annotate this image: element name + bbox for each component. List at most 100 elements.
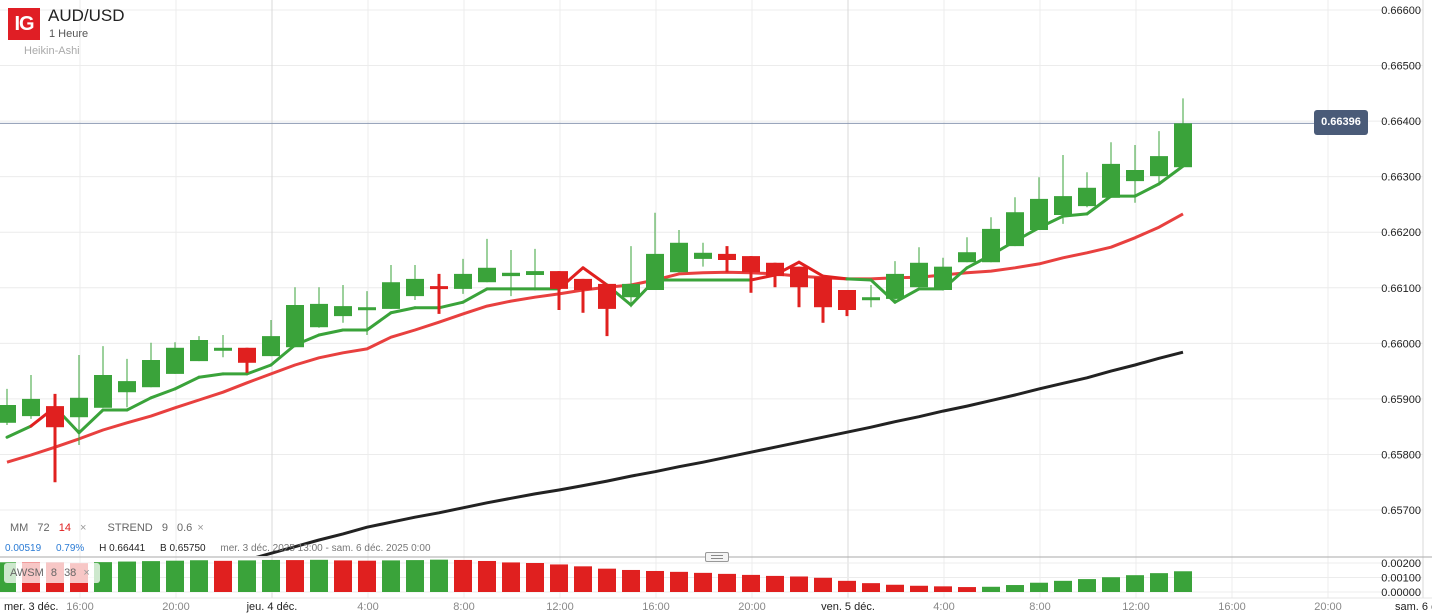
ao-fast[interactable]: 8	[50, 567, 57, 579]
candle	[814, 277, 832, 323]
x-tick-label: 4:00	[357, 601, 378, 613]
ma-long-period[interactable]: 72	[37, 522, 50, 534]
ig-logo: IG	[8, 8, 40, 40]
x-tick-label: 16:00	[66, 601, 94, 613]
strend-period[interactable]: 9	[161, 522, 168, 534]
price-summary: 0.00519 0.79% H 0.66441 B 0.65750 mer. 3…	[5, 543, 443, 554]
ao-slow[interactable]: 38	[64, 567, 77, 579]
candle	[958, 237, 976, 263]
ma-72-line	[255, 350, 1184, 556]
candle-body	[958, 252, 976, 263]
candle-body	[502, 272, 520, 277]
candle-body	[358, 307, 376, 311]
y-tick-label: 0.66100	[1381, 283, 1421, 295]
candle-body	[382, 282, 400, 309]
ao-bar	[382, 560, 400, 592]
candle-body	[1174, 123, 1192, 168]
candle-body	[838, 290, 856, 311]
ao-bar	[934, 586, 952, 592]
supertrend-segment	[1157, 164, 1185, 186]
candle-body	[190, 340, 208, 362]
x-tick-label: 8:00	[1029, 601, 1050, 613]
ao-tick-label: 0.00100	[1381, 573, 1421, 585]
candle-body	[742, 256, 760, 273]
candle	[766, 262, 784, 288]
candle	[934, 257, 952, 291]
strend-multiplier[interactable]: 0.6	[177, 522, 193, 534]
candle	[526, 248, 544, 289]
ao-bar	[1174, 571, 1192, 592]
x-tick-label: 16:00	[1218, 601, 1246, 613]
strend-label[interactable]: STREND	[107, 522, 153, 534]
supertrend-segment	[173, 375, 201, 391]
symbol-title[interactable]: AUD/USD	[48, 6, 125, 25]
candle-body	[1102, 163, 1120, 198]
ao-bar	[598, 568, 616, 592]
ao-bar	[790, 576, 808, 592]
candle-body	[1078, 187, 1096, 207]
candle-body	[238, 347, 256, 363]
ao-tick-label: 0.00200	[1381, 558, 1421, 570]
ao-bar	[430, 559, 448, 592]
supertrend-segment	[245, 363, 273, 376]
candle-body	[670, 242, 688, 273]
candle-body	[718, 253, 736, 261]
candle	[622, 246, 640, 308]
candle	[1150, 131, 1168, 186]
ao-bar	[670, 571, 688, 592]
ao-label[interactable]: AWSM	[10, 567, 44, 579]
ao-bar	[646, 570, 664, 592]
close-ao-icon[interactable]: ×	[83, 567, 90, 579]
timeframe-label[interactable]: 1 Heure	[49, 28, 89, 40]
candle	[478, 238, 496, 283]
panel-resize-handle[interactable]	[705, 552, 729, 562]
ao-bar	[718, 573, 736, 592]
x-tick-label: 12:00	[546, 601, 574, 613]
x-tick-label: 4:00	[933, 601, 954, 613]
change-value: 0.00519	[5, 543, 42, 554]
candle	[1006, 197, 1024, 247]
y-tick-label: 0.66600	[1381, 5, 1421, 17]
candle-body	[142, 360, 160, 388]
close-ma-icon[interactable]: ×	[80, 522, 87, 534]
supertrend-segment	[821, 274, 849, 281]
ao-bar	[454, 559, 472, 592]
ao-bar	[1102, 577, 1120, 592]
x-tick-label: 20:00	[1314, 601, 1342, 613]
x-tick-label: mer. 3 déc.	[4, 601, 58, 613]
ao-bar	[550, 564, 568, 592]
y-tick-label: 0.66400	[1381, 116, 1421, 128]
candle	[94, 346, 112, 408]
ao-bar	[982, 586, 1000, 592]
supertrend-segment	[461, 287, 489, 304]
candle	[838, 290, 856, 317]
supertrend-segment	[77, 408, 105, 435]
candle	[262, 320, 280, 357]
candle-body	[118, 381, 136, 393]
high-value: H 0.66441	[99, 543, 146, 554]
candle	[46, 393, 64, 483]
y-tick-label: 0.65900	[1381, 394, 1421, 406]
candle	[166, 342, 184, 374]
candle	[886, 261, 904, 303]
ao-bar	[694, 572, 712, 592]
candle	[0, 388, 16, 426]
candle	[22, 375, 40, 419]
ao-bar	[766, 575, 784, 592]
supertrend-segment	[269, 343, 297, 367]
ao-bar	[190, 560, 208, 592]
ma-label[interactable]: MM	[10, 522, 29, 534]
y-tick-label: 0.66300	[1381, 172, 1421, 184]
ao-bar	[838, 580, 856, 592]
ao-bar	[526, 563, 544, 592]
supertrend-segment	[125, 396, 153, 412]
y-tick-label: 0.66000	[1381, 338, 1421, 350]
ma-short-period[interactable]: 14	[58, 522, 71, 534]
low-value: B 0.65750	[160, 543, 206, 554]
candle-body	[1126, 170, 1144, 182]
ao-bar	[958, 587, 976, 592]
candle-body	[22, 398, 40, 417]
close-strend-icon[interactable]: ×	[197, 522, 204, 534]
x-tick-label: 12:00	[1122, 601, 1150, 613]
